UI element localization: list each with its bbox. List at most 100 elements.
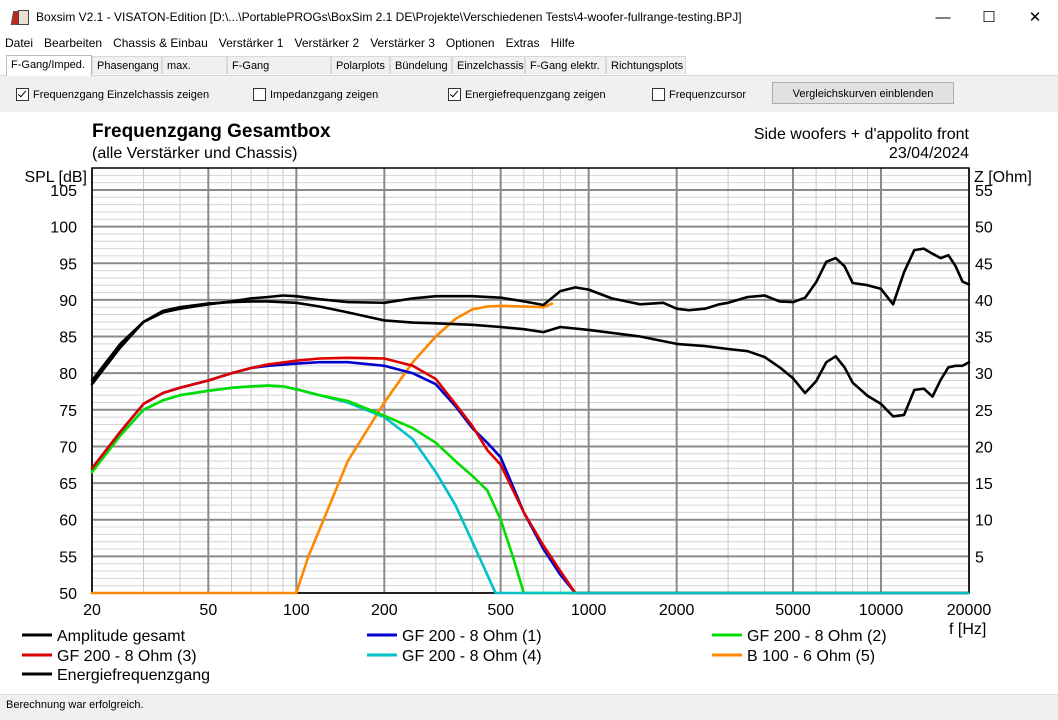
menu-hilfe[interactable]: Hilfe — [550, 36, 575, 50]
y2-tick-label: 5 — [975, 549, 984, 566]
checkbox-einzelchassis-label: Frequenzgang Einzelchassis zeigen — [33, 88, 210, 101]
x-tick-label: 500 — [487, 602, 514, 619]
tab-f-gang-elektr[interactable]: F-Gang elektr. — [525, 56, 606, 74]
frequency-response-chart: 50 55 60 65 70 75 80 85 90 95 100 105 5 10 15 20 25 30 35… — [22, 121, 1032, 684]
checkbox-impedanzgang[interactable]: Impedanzgang zeigen — [253, 88, 378, 101]
x-tick-label: 5000 — [775, 602, 811, 619]
x-axis-ticks: 20 50 100 200 500 1000 2000 5000 10000 20000 — [83, 602, 991, 619]
legend-label: GF 200 - 8 Ohm (3) — [57, 648, 197, 665]
legend-label: Energiefrequenzgang — [57, 667, 210, 684]
y2-tick-label: 55 — [975, 183, 993, 200]
x-tick-label: 10000 — [859, 602, 904, 619]
maximize-button[interactable]: ☐ — [982, 9, 996, 26]
y-tick-label: 55 — [59, 549, 77, 566]
y-tick-label: 50 — [59, 586, 77, 603]
legend-label: Amplitude gesamt — [57, 628, 186, 645]
tab-f-gang-imped[interactable]: F-Gang/Imped. — [6, 55, 92, 76]
chart-date: 23/04/2024 — [889, 145, 969, 162]
tab-f-gang-richtungen[interactable]: F-Gang Richtungen — [227, 56, 331, 90]
menu-verstaerker-3[interactable]: Verstärker 3 — [370, 36, 435, 50]
y2-tick-label: 35 — [975, 330, 993, 347]
x-tick-label: 20000 — [947, 602, 992, 619]
menu-extras[interactable]: Extras — [505, 36, 540, 50]
y-tick-label: 95 — [59, 256, 77, 273]
y-tick-label: 90 — [59, 293, 77, 310]
checkbox-energiefrequenzgang[interactable]: Energiefrequenzgang zeigen — [448, 88, 606, 101]
checkbox-impedanzgang-label: Impedanzgang zeigen — [270, 88, 379, 101]
window-title: Boxsim V2.1 - VISATON-Edition [D:\...\Po… — [36, 10, 742, 24]
series-line-0 — [90, 247, 971, 386]
tab-einzelchassis[interactable]: Einzelchassis — [452, 56, 525, 74]
y2-axis-ticks: 5 10 15 20 25 30 35 40 45 50 55 — [975, 183, 993, 566]
x-tick-label: 1000 — [571, 602, 607, 619]
chart-title: Frequenzgang Gesamtbox — [92, 121, 331, 142]
menu-bearbeiten[interactable]: Bearbeiten — [44, 36, 103, 50]
title-bar: Boxsim V2.1 - VISATON-Edition [D:\...\Po… — [0, 0, 1058, 34]
series-line-6 — [90, 300, 971, 418]
chart-grid-minor — [92, 167, 969, 593]
tab-bar: F-Gang/Imped. Phasengang max. Pegel F-Ga… — [0, 55, 1058, 90]
menu-verstaerker-1[interactable]: Verstärker 1 — [218, 36, 284, 50]
checkbox-einzelchassis[interactable]: Frequenzgang Einzelchassis zeigen — [16, 88, 209, 101]
checkbox-frequenzcursor-label: Frequenzcursor — [669, 88, 747, 101]
y-tick-label: 60 — [59, 513, 77, 530]
y2-tick-label: 45 — [975, 256, 993, 273]
chart-subtitle: (alle Verstärker und Chassis) — [92, 145, 297, 162]
menu-datei[interactable]: Datei — [5, 36, 34, 50]
x-tick-label: 20 — [83, 602, 101, 619]
y-tick-label: 105 — [50, 183, 77, 200]
chart-right-title: Side woofers + d'appolito front — [754, 126, 970, 143]
y2-tick-label: 40 — [975, 293, 993, 310]
tab-phasengang[interactable]: Phasengang — [92, 56, 162, 74]
x-tick-label: 100 — [283, 602, 310, 619]
minimize-button[interactable]: — — [935, 8, 951, 26]
menu-bar: Datei Bearbeiten Chassis & Einbau Verstä… — [0, 34, 1058, 53]
y2-axis-label: Z [Ohm] — [974, 169, 1032, 186]
legend-label: GF 200 - 8 Ohm (1) — [402, 628, 542, 645]
menu-chassis-einbau[interactable]: Chassis & Einbau — [113, 36, 208, 50]
legend-label: B 100 - 6 Ohm (5) — [747, 648, 875, 665]
y-tick-label: 70 — [59, 439, 77, 456]
boxsim-speaker-icon — [10, 9, 29, 25]
x-tick-label: 2000 — [659, 602, 695, 619]
checkbox-unchecked-icon[interactable] — [652, 88, 665, 101]
y-axis-label: SPL [dB] — [24, 169, 87, 186]
checkbox-checked-icon[interactable] — [448, 88, 461, 101]
status-bar: Berechnung war erfolgreich. — [0, 694, 1058, 720]
close-button[interactable]: ✕ — [1028, 9, 1042, 26]
compare-curves-button[interactable]: Vergleichskurven einblenden — [772, 82, 954, 104]
legend-label: GF 200 - 8 Ohm (2) — [747, 628, 887, 645]
tab-max-pegel[interactable]: max. Pegel — [162, 56, 227, 90]
tab-buendelung[interactable]: Bündelung — [390, 56, 452, 74]
chart-legend: Amplitude gesamt GF 200 - 8 Ohm (1) GF 200… — [22, 628, 887, 684]
x-tick-label: 200 — [371, 602, 398, 619]
menu-verstaerker-2[interactable]: Verstärker 2 — [294, 36, 360, 50]
x-tick-label: 50 — [199, 602, 217, 619]
y2-tick-label: 10 — [975, 513, 993, 530]
checkbox-frequenzcursor[interactable]: Frequenzcursor — [652, 88, 746, 101]
legend-label: GF 200 - 8 Ohm (4) — [402, 648, 542, 665]
checkbox-checked-icon[interactable] — [16, 88, 29, 101]
y-tick-label: 85 — [59, 330, 77, 347]
chart-series — [90, 247, 971, 595]
menu-optionen[interactable]: Optionen — [445, 36, 495, 50]
y-tick-label: 75 — [59, 403, 77, 420]
y2-tick-label: 15 — [975, 476, 993, 493]
checkbox-energiefrequenzgang-label: Energiefrequenzgang zeigen — [465, 88, 606, 101]
y-tick-label: 80 — [59, 366, 77, 383]
series-line-3 — [90, 356, 577, 595]
y-axis-ticks: 50 55 60 65 70 75 80 85 90 95 100 105 — [50, 183, 77, 603]
y2-tick-label: 30 — [975, 366, 993, 383]
y2-tick-label: 25 — [975, 403, 993, 420]
series-line-2 — [90, 384, 526, 595]
y2-tick-label: 50 — [975, 220, 993, 237]
tab-polarplots[interactable]: Polarplots — [331, 56, 390, 74]
y-tick-label: 100 — [50, 220, 77, 237]
x-axis-label: f [Hz] — [949, 621, 986, 638]
chart-panel: 50 55 60 65 70 75 80 85 90 95 100 105 5 10 15 20 25 30 35… — [7, 112, 1052, 694]
tab-richtungsplots[interactable]: Richtungsplots — [606, 56, 686, 74]
checkbox-unchecked-icon[interactable] — [253, 88, 266, 101]
y2-tick-label: 20 — [975, 439, 993, 456]
series-line-5 — [90, 302, 554, 595]
y-tick-label: 65 — [59, 476, 77, 493]
